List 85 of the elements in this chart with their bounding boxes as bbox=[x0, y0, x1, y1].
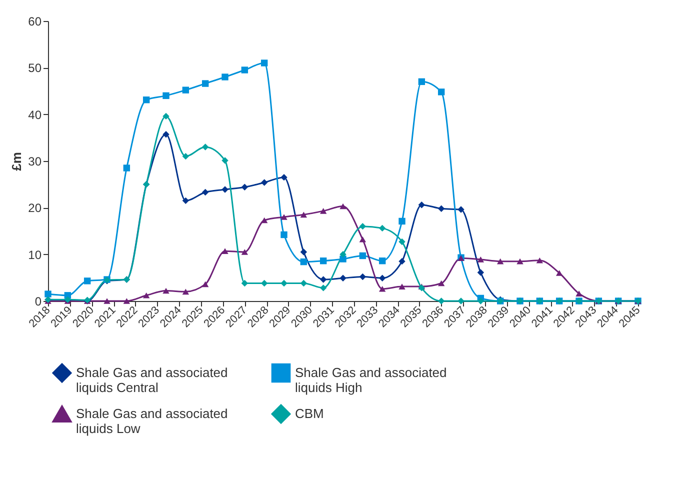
point bbox=[44, 290, 52, 298]
point bbox=[260, 179, 268, 186]
legend-label: CBM bbox=[295, 406, 324, 421]
point bbox=[300, 258, 308, 266]
point bbox=[576, 290, 582, 296]
point bbox=[536, 257, 544, 264]
y-tick-label: 30 bbox=[28, 154, 42, 168]
y-tick-label: 60 bbox=[28, 14, 42, 28]
point bbox=[182, 288, 190, 295]
point bbox=[516, 258, 524, 264]
point bbox=[398, 258, 406, 265]
point bbox=[300, 248, 308, 256]
point bbox=[496, 258, 504, 264]
point bbox=[202, 80, 209, 87]
point bbox=[340, 274, 346, 282]
point bbox=[222, 186, 228, 193]
point bbox=[241, 66, 248, 74]
point bbox=[123, 164, 130, 172]
point bbox=[260, 60, 268, 66]
point bbox=[320, 258, 327, 264]
point bbox=[162, 112, 170, 120]
point bbox=[438, 298, 445, 304]
point bbox=[340, 203, 346, 210]
point bbox=[142, 292, 150, 298]
point bbox=[378, 224, 386, 232]
point bbox=[398, 238, 406, 246]
point bbox=[320, 284, 327, 292]
point bbox=[202, 144, 209, 150]
point bbox=[182, 86, 190, 94]
point bbox=[556, 270, 563, 276]
point bbox=[280, 280, 288, 287]
point bbox=[438, 88, 445, 96]
point bbox=[280, 231, 288, 238]
y-tick-label: 10 bbox=[28, 248, 42, 262]
point bbox=[477, 269, 484, 276]
point bbox=[438, 280, 445, 286]
point bbox=[280, 214, 288, 220]
point bbox=[142, 96, 150, 104]
point bbox=[418, 202, 426, 208]
legend-label: Shale Gas and associated liquids High bbox=[295, 365, 447, 395]
point bbox=[320, 208, 327, 214]
point bbox=[458, 206, 464, 213]
point bbox=[241, 280, 248, 287]
point bbox=[202, 188, 209, 196]
point bbox=[84, 278, 91, 284]
point bbox=[202, 281, 209, 288]
point bbox=[359, 252, 366, 260]
y-tick-label: 50 bbox=[28, 61, 42, 76]
point bbox=[300, 280, 308, 287]
y-axis-title: £m bbox=[9, 152, 24, 171]
point bbox=[182, 197, 190, 204]
legend-label: Shale Gas and associated liquids Low bbox=[76, 406, 228, 436]
point bbox=[162, 92, 170, 100]
point bbox=[300, 212, 308, 218]
point bbox=[340, 250, 346, 258]
point bbox=[162, 288, 170, 294]
point bbox=[182, 152, 190, 160]
point bbox=[458, 298, 464, 304]
point bbox=[378, 274, 386, 282]
point bbox=[104, 298, 110, 304]
point bbox=[438, 205, 445, 212]
point bbox=[477, 298, 484, 304]
y-tick-label: 0 bbox=[34, 294, 42, 308]
point bbox=[222, 248, 228, 254]
point bbox=[418, 78, 426, 86]
y-tick-label: 40 bbox=[28, 108, 42, 122]
point bbox=[280, 174, 288, 181]
point bbox=[241, 184, 248, 190]
point bbox=[359, 222, 366, 230]
point bbox=[241, 249, 248, 255]
point bbox=[260, 280, 268, 287]
point bbox=[378, 258, 386, 264]
point bbox=[359, 273, 366, 280]
point bbox=[222, 74, 228, 80]
point bbox=[398, 218, 406, 225]
point bbox=[320, 276, 327, 283]
point bbox=[123, 298, 130, 304]
y-tick-label: 20 bbox=[28, 201, 42, 216]
point bbox=[222, 157, 228, 164]
point bbox=[477, 256, 484, 262]
point bbox=[162, 131, 170, 138]
point bbox=[359, 236, 366, 242]
point bbox=[378, 286, 386, 292]
legend-label: Shale Gas and associated liquids Central bbox=[76, 365, 228, 395]
point bbox=[398, 284, 406, 290]
